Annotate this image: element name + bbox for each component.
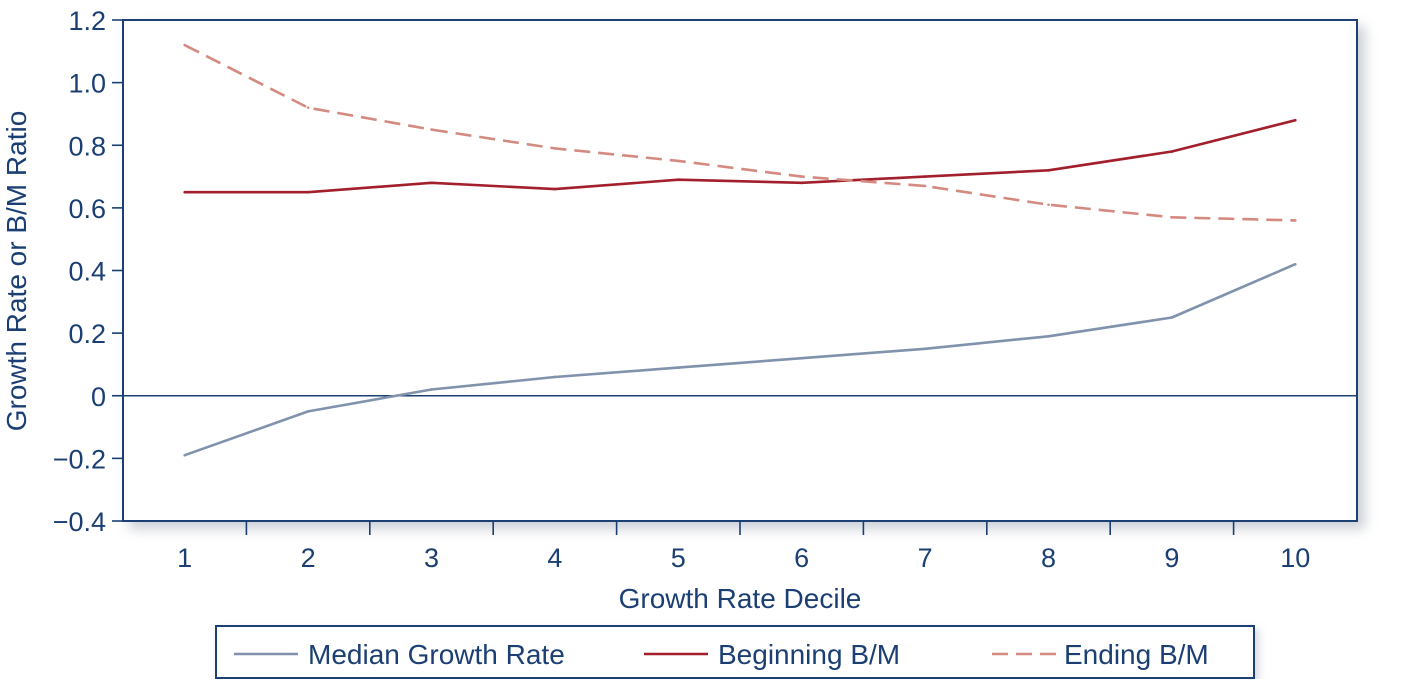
data-point-beginning-b-m — [1294, 118, 1297, 122]
y-tick-label: 0.4 — [68, 257, 106, 287]
x-axis-label: Growth Rate Decile — [619, 583, 862, 614]
x-tick-label: 3 — [424, 543, 439, 573]
data-point-median-growth-rate — [553, 375, 557, 379]
data-point-beginning-b-m — [1047, 169, 1050, 172]
plot-frame — [122, 19, 1358, 522]
y-tick-label: 0.6 — [68, 194, 106, 224]
y-tick-label: −0.2 — [53, 444, 106, 474]
data-point-median-growth-rate — [1170, 316, 1174, 319]
legend-item-beginning-bm: Beginning B/M — [644, 639, 900, 670]
y-tick-label: 1.2 — [68, 6, 106, 36]
x-tick-label: 10 — [1280, 543, 1310, 573]
data-point-ending-b-m — [677, 159, 680, 163]
x-tick-label: 6 — [794, 543, 809, 573]
data-point-median-growth-rate — [430, 388, 433, 391]
series-line-median-growth-rate — [184, 263, 1296, 457]
legend-label-ending-bm: Ending B/M — [1064, 639, 1209, 670]
series-line-beginning-b-m — [184, 118, 1296, 194]
legend-item-median-growth-rate: Median Growth Rate — [234, 639, 565, 670]
data-point-ending-b-m — [1294, 219, 1297, 222]
data-point-median-growth-rate — [1047, 334, 1050, 338]
data-point-ending-b-m — [923, 184, 927, 188]
data-point-beginning-b-m — [1170, 150, 1174, 153]
data-point-ending-b-m — [430, 128, 433, 131]
legend: Median Growth Rate Beginning B/M Ending … — [215, 625, 1255, 679]
x-axis: 1 2 3 4 5 6 7 8 9 10 — [177, 521, 1310, 573]
data-point-ending-b-m — [1170, 215, 1174, 219]
x-tick-label: 2 — [301, 543, 316, 573]
x-tick-label: 8 — [1041, 543, 1056, 573]
x-tick-label: 1 — [177, 543, 192, 573]
data-point-beginning-b-m — [183, 190, 186, 194]
y-tick-label: 0 — [91, 382, 106, 412]
data-point-beginning-b-m — [306, 190, 310, 194]
y-tick-label: 0.8 — [68, 131, 106, 161]
y-axis: −0.4 −0.2 0 0.2 0.4 0.6 0.8 1.0 1.2 — [53, 6, 123, 537]
legend-label-beginning-bm: Beginning B/M — [718, 639, 900, 670]
y-tick-label: 1.0 — [68, 69, 106, 99]
series-layer — [183, 43, 1297, 457]
y-axis-label: Growth Rate or B/M Ratio — [1, 111, 32, 432]
data-point-beginning-b-m — [430, 181, 433, 185]
series-line-ending-b-m — [184, 43, 1296, 222]
y-tick-label: −0.4 — [53, 507, 106, 537]
data-point-beginning-b-m — [677, 178, 680, 181]
data-point-median-growth-rate — [306, 410, 310, 413]
data-point-median-growth-rate — [1294, 262, 1297, 266]
legend-box — [215, 625, 1255, 679]
data-point-beginning-b-m — [800, 181, 803, 185]
data-point-ending-b-m — [183, 43, 186, 47]
data-point-median-growth-rate — [800, 356, 803, 360]
data-point-beginning-b-m — [553, 187, 557, 191]
data-point-median-growth-rate — [923, 347, 927, 351]
data-point-ending-b-m — [553, 147, 557, 150]
legend-label-median-growth-rate: Median Growth Rate — [308, 639, 565, 670]
legend-item-ending-bm: Ending B/M — [992, 639, 1209, 670]
x-tick-label: 7 — [918, 543, 933, 573]
x-tick-label: 9 — [1164, 543, 1179, 573]
data-point-ending-b-m — [306, 106, 310, 109]
data-point-ending-b-m — [800, 175, 803, 178]
data-point-median-growth-rate — [183, 453, 186, 457]
x-tick-label: 5 — [671, 543, 686, 573]
x-tick-label: 4 — [547, 543, 562, 573]
data-point-ending-b-m — [1047, 203, 1050, 207]
data-point-beginning-b-m — [923, 175, 927, 178]
data-point-median-growth-rate — [677, 366, 680, 369]
y-tick-label: 0.2 — [68, 319, 106, 349]
